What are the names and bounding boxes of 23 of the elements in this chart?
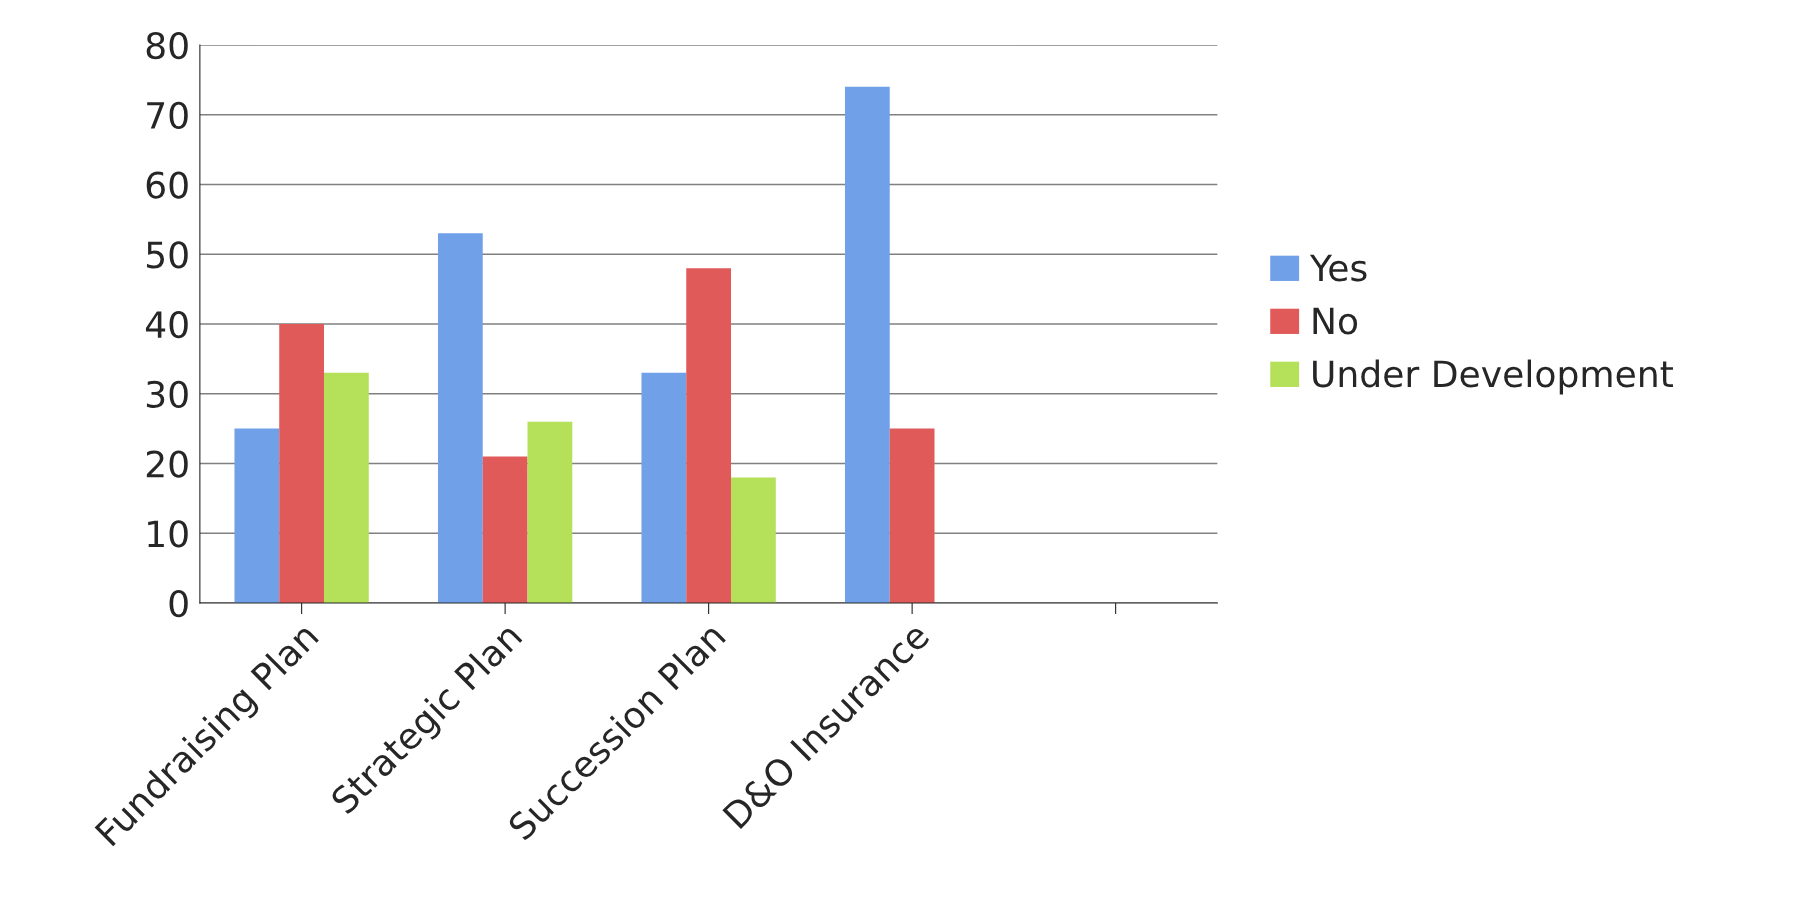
- bar: [324, 372, 369, 603]
- y-tick-label: 20: [146, 450, 188, 478]
- y-tick-label: 40: [145, 310, 188, 339]
- y-tick-label: 30: [146, 380, 188, 408]
- bar: [482, 456, 528, 603]
- bar: [889, 428, 935, 603]
- bar: [641, 372, 687, 603]
- y-tick-label: 70: [147, 101, 188, 129]
- y-tick-label: 60: [146, 171, 188, 199]
- y-tick-label: 0: [169, 589, 188, 618]
- bar: [731, 477, 776, 603]
- bar: [527, 421, 573, 603]
- legend-label: Under Development: [1313, 359, 1673, 395]
- bar: [844, 86, 890, 603]
- legend-label: No: [1313, 307, 1358, 335]
- bar: [686, 268, 732, 603]
- bar: [234, 428, 280, 603]
- bar: [279, 324, 325, 603]
- bar: [437, 233, 483, 603]
- y-tick-label: 80: [146, 31, 188, 60]
- y-tick-label: 10: [148, 520, 188, 548]
- legend-label: Yes: [1309, 254, 1367, 282]
- y-tick-label: 50: [146, 241, 188, 269]
